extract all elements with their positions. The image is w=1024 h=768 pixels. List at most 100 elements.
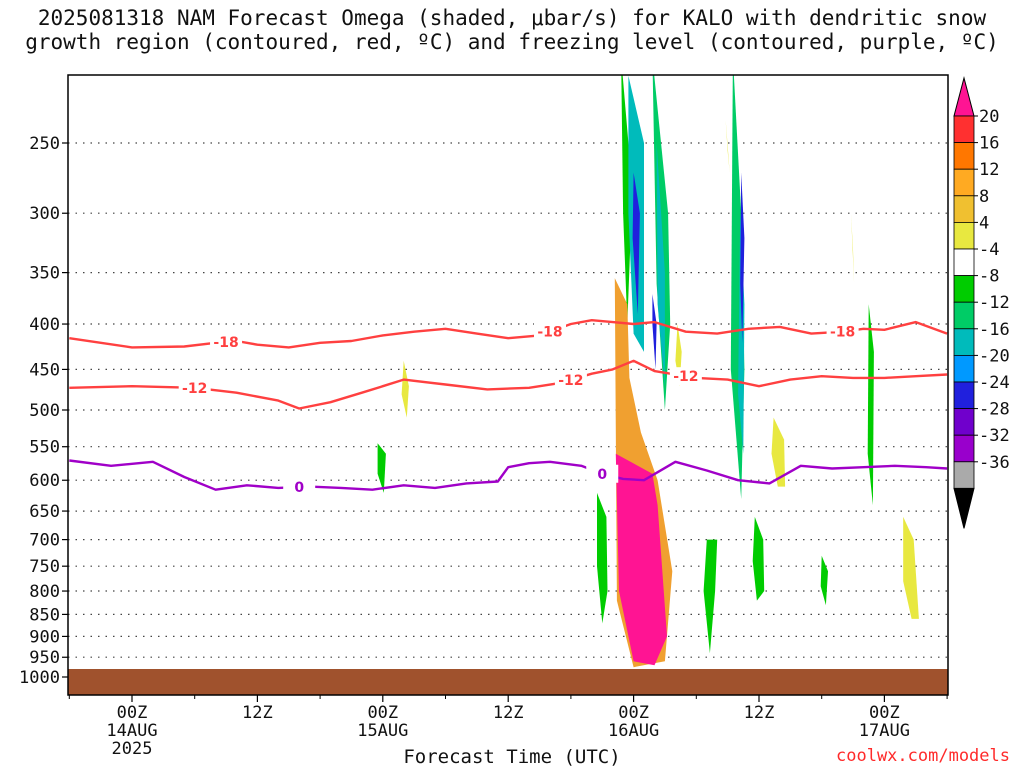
x-tick-label-0: 00Z xyxy=(117,703,148,723)
colorbar-label-4: 4 xyxy=(979,213,989,233)
y-tick-label-750: 750 xyxy=(29,557,60,577)
omega-region-11 xyxy=(771,417,786,487)
surface-layer xyxy=(68,669,948,695)
colorbar-bottom-arrow xyxy=(953,487,975,529)
surface-terrain xyxy=(68,669,948,695)
omega-region-0 xyxy=(621,75,632,324)
contour-label-0: 0 xyxy=(597,467,607,483)
x-tick-sublabel-0-0: 14AUG xyxy=(106,721,157,741)
y-tick-label-800: 800 xyxy=(29,582,60,602)
contour-label-bg-0-2 xyxy=(826,322,859,341)
y-tick-label-550: 550 xyxy=(29,438,60,458)
omega-region-7 xyxy=(867,304,874,506)
x-tick-sublabel-72-0: 17AUG xyxy=(859,721,910,741)
omega-region-5 xyxy=(377,443,386,493)
contour-label-bg-1-2 xyxy=(669,367,702,386)
omega-region-10 xyxy=(903,516,919,619)
colorbar-label-20: 20 xyxy=(979,107,999,127)
chart-title: 2025081318 NAM Forecast Omega (shaded, μ… xyxy=(0,6,1024,54)
x-tick-sublabel-48-0: 16AUG xyxy=(608,721,659,741)
colorbar-swatch-1 xyxy=(953,115,975,144)
x-axis-title: Forecast Time (UTC) xyxy=(403,746,621,768)
contour-label--18: -18 xyxy=(830,325,855,341)
contour-label--12: -12 xyxy=(182,381,207,397)
y-tick-label-500: 500 xyxy=(29,401,60,421)
omega-region-21 xyxy=(740,172,745,343)
colorbar-swatch-5 xyxy=(953,221,975,250)
omega-shading-layer xyxy=(377,75,919,668)
y-tick-label-450: 450 xyxy=(29,360,60,380)
colorbar-label--24: -24 xyxy=(979,373,1010,393)
colorbar-top-arrow xyxy=(953,76,975,117)
y-tick-label-350: 350 xyxy=(29,264,60,284)
colorbar-label--12: -12 xyxy=(979,293,1010,313)
colorbar-label-12: 12 xyxy=(979,160,999,180)
y-tick-label-950: 950 xyxy=(29,648,60,668)
colorbar-label--20: -20 xyxy=(979,346,1010,366)
contour-label--12: -12 xyxy=(673,369,698,385)
y-tick-label-650: 650 xyxy=(29,502,60,522)
colorbar-swatch-3 xyxy=(953,168,975,197)
y-tick-label-1000: 1000 xyxy=(19,668,60,688)
contour-label-bg-1-0 xyxy=(178,378,211,397)
y-tick-label-600: 600 xyxy=(29,471,60,491)
contour-label-bg-1-1 xyxy=(554,370,587,389)
omega-region-13 xyxy=(725,119,730,173)
y-tick-label-850: 850 xyxy=(29,605,60,625)
omega-region-9 xyxy=(401,360,409,418)
x-tick-label-12: 12Z xyxy=(242,703,273,723)
chart-title-line-2: growth region (contoured, red, ºC) and f… xyxy=(25,30,999,54)
x-tick-label-24: 00Z xyxy=(367,703,398,723)
colorbar-swatch-14 xyxy=(953,461,975,489)
colorbar-label-16: 16 xyxy=(979,134,999,154)
colorbar-label--28: -28 xyxy=(979,400,1010,420)
colorbar-swatch-9 xyxy=(953,328,975,356)
contour-labels: -18 -18 -18 -12 -12 -12 0 0 xyxy=(178,322,859,497)
colorbar-swatch-13 xyxy=(953,434,975,463)
x-tick-label-72: 00Z xyxy=(869,703,900,723)
colorbar-label--32: -32 xyxy=(979,426,1010,446)
contour-label-bg-2-1 xyxy=(586,464,619,483)
omega-region-3 xyxy=(703,539,718,654)
colorbar-swatch-6 xyxy=(953,248,975,277)
contour-label-bg-2-0 xyxy=(283,478,316,497)
omega-region-22 xyxy=(615,453,667,666)
y-tick-label-300: 300 xyxy=(29,204,60,224)
colorbar-swatch-7 xyxy=(953,275,975,303)
omega-region-8 xyxy=(820,555,828,606)
contour-label-bg-0-0 xyxy=(210,332,243,351)
omega-region-20 xyxy=(652,294,657,370)
y-tick-label-900: 900 xyxy=(29,627,60,647)
colorbar-swatch-11 xyxy=(953,381,975,410)
colorbar-swatch-12 xyxy=(953,408,975,436)
contour-label-0: 0 xyxy=(294,480,304,496)
colorbar-label-8: 8 xyxy=(979,187,989,207)
omega-region-6 xyxy=(752,516,765,601)
omega-region-4 xyxy=(597,492,608,624)
colorbar-label--8: -8 xyxy=(979,267,999,287)
colorbar-swatch-2 xyxy=(953,142,975,170)
colorbar-label--4: -4 xyxy=(979,240,999,260)
colorbar-label--16: -16 xyxy=(979,320,1010,340)
plot-area xyxy=(68,75,948,695)
contour-line-0 xyxy=(69,459,948,491)
x-tick-sublabel-0-1: 2025 xyxy=(112,739,153,759)
x-tick-label-36: 12Z xyxy=(493,703,524,723)
contour-label-bg-0-1 xyxy=(534,322,566,341)
chart-title-line-1: 2025081318 NAM Forecast Omega (shaded, μ… xyxy=(37,6,987,30)
contour-label--18: -18 xyxy=(537,325,562,341)
colorbar-swatch-4 xyxy=(953,195,975,223)
x-tick-sublabel-24-0: 15AUG xyxy=(357,721,408,741)
colorbar-swatch-8 xyxy=(953,301,975,330)
colorbar: 20 16 12 8 4 -4 -8 -12 -16 -20 -24 -28 -32 -36 xyxy=(953,76,1010,529)
omega-region-19 xyxy=(632,172,640,315)
x-tick-label-48: 00Z xyxy=(618,703,649,723)
credit-text: coolwx.com/models xyxy=(836,746,1010,766)
contour-label--18: -18 xyxy=(213,335,238,351)
colorbar-label--36: -36 xyxy=(979,453,1010,473)
y-tick-label-250: 250 xyxy=(29,134,60,154)
y-tick-label-400: 400 xyxy=(29,315,60,335)
